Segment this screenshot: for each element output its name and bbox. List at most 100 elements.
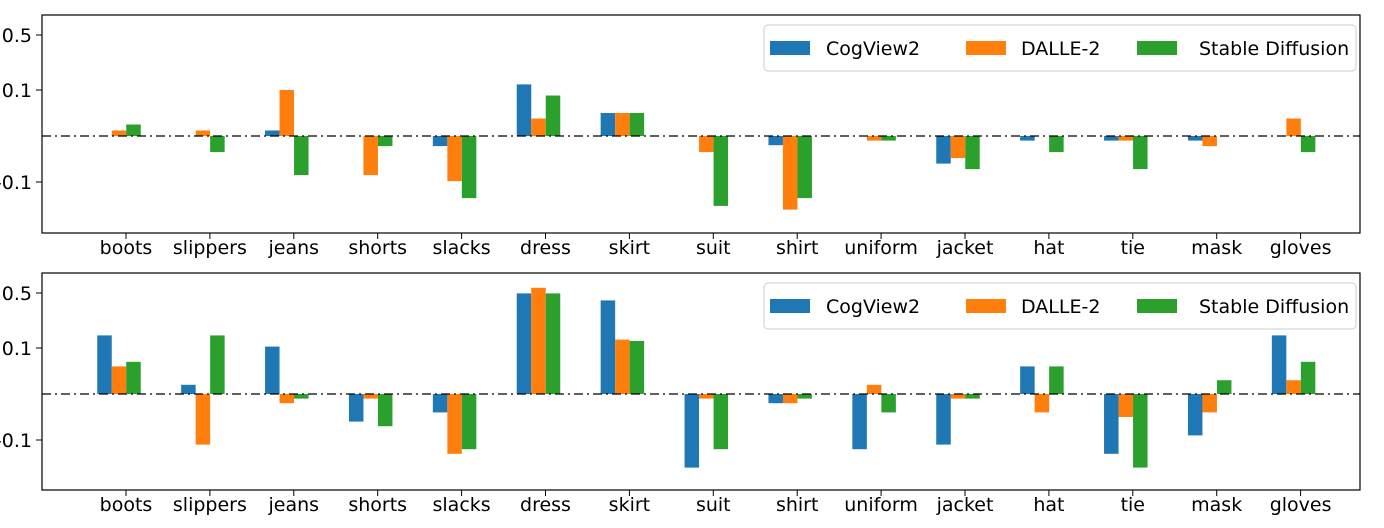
bar-tie-stable-diffusion bbox=[1133, 394, 1148, 468]
x-tick-label-slippers: slippers bbox=[173, 237, 247, 259]
bar-suit-stable-diffusion bbox=[713, 394, 729, 450]
bar-jeans-stable-diffusion bbox=[294, 136, 309, 176]
plot-frame bbox=[41, 14, 1361, 234]
bar-slippers-stable-diffusion bbox=[210, 335, 225, 394]
bar-skirt-dalle-2 bbox=[615, 113, 630, 136]
bar-slacks-dalle-2 bbox=[447, 136, 462, 182]
legend-label-stable-diffusion: Stable Diffusion bbox=[1199, 38, 1349, 60]
bar-hat-cogview2 bbox=[1020, 136, 1035, 141]
bar-tie-cogview2 bbox=[1104, 394, 1119, 454]
x-tick-label-shorts: shorts bbox=[348, 494, 407, 516]
bar-jacket-dalle-2 bbox=[950, 394, 966, 399]
bar-jacket-stable-diffusion bbox=[965, 136, 980, 170]
x-tick-label-jacket: jacket bbox=[936, 237, 994, 259]
bar-shirt-stable-diffusion bbox=[797, 136, 812, 199]
x-tick-label-boots: boots bbox=[100, 237, 153, 259]
x-tick-label-gloves: gloves bbox=[1270, 237, 1332, 259]
y-tick-label: 0.1 bbox=[2, 80, 32, 102]
bar-gloves-stable-diffusion bbox=[1300, 136, 1316, 153]
legend: CogView2 DALLE-2 Stable Diffusion bbox=[763, 282, 1357, 330]
bar-boots-stable-diffusion bbox=[126, 361, 141, 394]
bar-gloves-dalle-2 bbox=[1286, 118, 1301, 136]
bar-hat-stable-diffusion bbox=[1049, 136, 1064, 153]
x-tick-label-tie: tie bbox=[1121, 237, 1145, 259]
bar-tie-dalle-2 bbox=[1118, 136, 1134, 141]
bar-dress-stable-diffusion bbox=[545, 293, 561, 394]
x-tick-label-tie: tie bbox=[1121, 494, 1145, 516]
bar-hat-stable-diffusion bbox=[1049, 366, 1064, 394]
x-tick-label-slacks: slacks bbox=[433, 494, 491, 516]
x-tick-label-jeans: jeans bbox=[268, 494, 320, 516]
x-tick-label-shorts: shorts bbox=[348, 237, 407, 259]
x-tick-label-skirt: skirt bbox=[609, 494, 650, 516]
bar-slacks-stable-diffusion bbox=[461, 394, 477, 450]
bar-jeans-dalle-2 bbox=[279, 90, 295, 136]
x-tick-label-gloves: gloves bbox=[1270, 494, 1332, 516]
bar-shorts-stable-diffusion bbox=[377, 136, 393, 147]
legend-label-stable-diffusion: Stable Diffusion bbox=[1199, 296, 1349, 318]
bar-suit-dalle-2 bbox=[699, 136, 714, 153]
y-tick-label: -0.1 bbox=[0, 430, 32, 452]
legend-swatch-cogview2 bbox=[770, 299, 810, 313]
bar-jeans-stable-diffusion bbox=[294, 394, 309, 399]
x-tick-label-skirt: skirt bbox=[609, 237, 650, 259]
bar-uniform-dalle-2 bbox=[866, 384, 882, 394]
bar-shorts-dalle-2 bbox=[363, 136, 378, 176]
bar-mask-dalle-2 bbox=[1202, 136, 1217, 147]
x-tick-label-mask: mask bbox=[1191, 237, 1242, 259]
x-tick-label-slacks: slacks bbox=[433, 237, 491, 259]
legend-swatch-dalle-2 bbox=[966, 41, 1006, 55]
legend-label-cogview2: CogView2 bbox=[826, 38, 920, 60]
x-tick-label-uniform: uniform bbox=[844, 237, 918, 259]
bar-shirt-dalle-2 bbox=[782, 394, 798, 404]
bar-mask-cogview2 bbox=[1187, 136, 1203, 141]
bar-jeans-cogview2 bbox=[265, 130, 280, 136]
y-tick-label: 0.5 bbox=[2, 25, 32, 47]
bar-suit-stable-diffusion bbox=[713, 136, 729, 206]
bar-tie-stable-diffusion bbox=[1133, 136, 1148, 170]
y-tick-label: 0.1 bbox=[2, 338, 32, 360]
legend: CogView2 DALLE-2 Stable Diffusion bbox=[763, 24, 1357, 72]
bar-skirt-cogview2 bbox=[600, 300, 616, 394]
x-tick-label-slippers: slippers bbox=[173, 494, 247, 516]
bar-suit-cogview2 bbox=[684, 394, 700, 468]
bar-mask-cogview2 bbox=[1187, 394, 1203, 436]
bar-dress-dalle-2 bbox=[531, 118, 546, 136]
x-tick-label-boots: boots bbox=[100, 494, 153, 516]
x-tick-label-suit: suit bbox=[696, 494, 731, 516]
bar-uniform-stable-diffusion bbox=[881, 394, 896, 413]
x-tick-label-mask: mask bbox=[1191, 494, 1242, 516]
bar-boots-cogview2 bbox=[97, 335, 112, 394]
legend-swatch-cogview2 bbox=[770, 41, 810, 55]
bar-jeans-dalle-2 bbox=[279, 394, 295, 404]
x-tick-label-dress: dress bbox=[520, 494, 571, 516]
bar-shirt-dalle-2 bbox=[782, 136, 798, 210]
x-tick-label-hat: hat bbox=[1033, 237, 1064, 259]
bar-dress-cogview2 bbox=[516, 293, 532, 394]
bar-uniform-dalle-2 bbox=[866, 136, 882, 141]
bar-slippers-stable-diffusion bbox=[210, 136, 225, 153]
chart-panel-1: 0.5 0.1 -0.1 boots slippers jeans shorts slacks… bbox=[0, 14, 1361, 259]
bar-shirt-cogview2 bbox=[768, 394, 783, 404]
bar-skirt-stable-diffusion bbox=[629, 341, 645, 394]
bar-mask-stable-diffusion bbox=[1216, 380, 1232, 394]
bar-shorts-stable-diffusion bbox=[377, 394, 393, 427]
x-tick-label-dress: dress bbox=[520, 237, 571, 259]
bar-slippers-cogview2 bbox=[181, 384, 196, 394]
bar-slippers-dalle-2 bbox=[195, 130, 211, 136]
bar-skirt-stable-diffusion bbox=[629, 113, 645, 136]
bar-jacket-dalle-2 bbox=[950, 136, 966, 159]
bar-dress-dalle-2 bbox=[531, 287, 546, 394]
bar-hat-cogview2 bbox=[1020, 366, 1035, 394]
plot-frame bbox=[41, 272, 1361, 491]
y-tick-label: 0.5 bbox=[2, 283, 32, 305]
bar-hat-dalle-2 bbox=[1034, 394, 1050, 413]
bar-tie-dalle-2 bbox=[1118, 394, 1134, 417]
bar-shirt-cogview2 bbox=[768, 136, 783, 146]
bar-gloves-dalle-2 bbox=[1286, 380, 1301, 394]
bar-dress-cogview2 bbox=[516, 84, 532, 136]
x-tick-label-shirt: shirt bbox=[776, 494, 818, 516]
legend-frame bbox=[763, 282, 1357, 330]
bar-jacket-stable-diffusion bbox=[965, 394, 980, 399]
